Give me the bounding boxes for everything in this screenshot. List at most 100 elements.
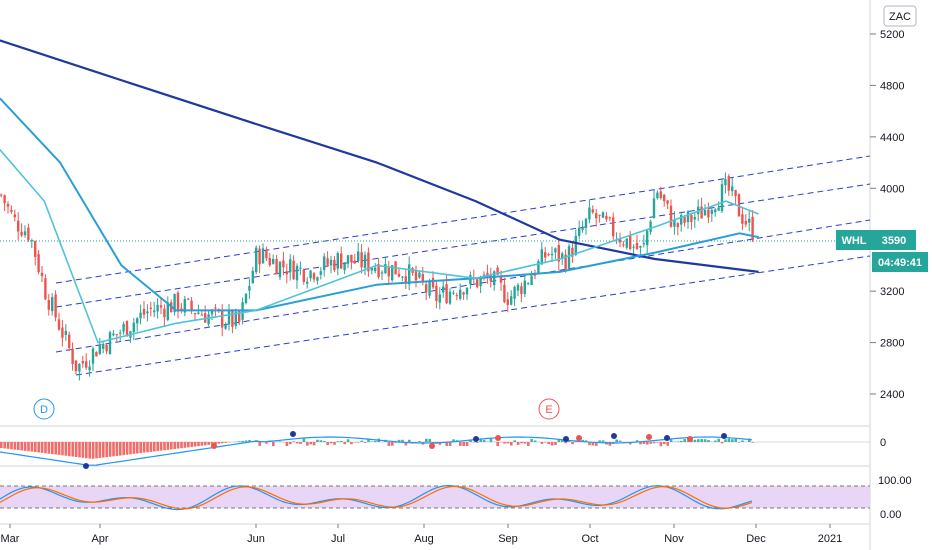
candle-body — [74, 360, 78, 372]
dividend-marker[interactable]: D — [33, 398, 55, 420]
macd-histogram-bar — [51, 442, 54, 455]
channel-line — [55, 219, 871, 353]
candle-body — [700, 206, 703, 219]
candle-body — [564, 254, 567, 270]
candle-body — [6, 203, 10, 207]
macd-histogram-bar — [326, 442, 329, 446]
macd-histogram-bar — [316, 439, 319, 442]
macd-histogram-bar — [119, 442, 122, 456]
macd-histogram-bar — [333, 442, 336, 445]
candle-body — [346, 255, 350, 264]
macd-histogram-bar — [476, 442, 479, 443]
macd-histogram-bar — [714, 440, 717, 442]
candle-body — [285, 271, 288, 275]
macd-histogram-bar — [584, 440, 588, 442]
macd-histogram-bar — [567, 440, 571, 442]
candle-body — [727, 176, 730, 191]
macd-histogram-bar — [115, 442, 119, 456]
candle-body — [289, 259, 292, 273]
candle-body — [88, 366, 91, 371]
macd-histogram-bar — [302, 438, 306, 442]
candle-body — [540, 249, 543, 265]
candle-body — [652, 198, 656, 219]
candle-body — [221, 309, 224, 328]
candle-body — [584, 218, 588, 228]
candle-body — [680, 215, 683, 225]
price-axis-tick: 2400 — [880, 389, 904, 401]
candle-body — [465, 287, 469, 295]
candle-body — [744, 220, 747, 225]
candle-body — [561, 253, 564, 259]
candle-body — [57, 319, 61, 330]
macd-histogram-bar — [527, 442, 530, 446]
macd-histogram-bar — [210, 442, 214, 445]
marker-letter: D — [40, 404, 48, 416]
candle-body — [516, 284, 520, 291]
macd-histogram-bar — [703, 439, 707, 442]
candle-body — [272, 258, 275, 264]
channel-line — [55, 155, 871, 284]
macd-histogram-bar — [547, 442, 550, 445]
candle-body — [499, 276, 503, 283]
candle-body — [30, 240, 33, 242]
price-axis-tick: 4800 — [880, 80, 904, 92]
candle-body — [136, 318, 139, 324]
macd-histogram-bar — [387, 442, 391, 446]
macd-histogram-bar — [112, 442, 115, 457]
macd-histogram-bar — [176, 442, 180, 449]
macd-histogram-bar — [139, 442, 142, 454]
earnings-marker[interactable]: E — [538, 398, 560, 420]
candle-body — [435, 285, 438, 301]
macd-histogram-bar — [95, 442, 98, 459]
marker-letter: E — [545, 404, 552, 416]
macd-histogram-bar — [557, 439, 561, 442]
candle-body — [78, 363, 81, 372]
stoch-d-line — [0, 485, 753, 510]
price-axis-tick: 4400 — [880, 132, 904, 144]
candle-body — [367, 252, 370, 272]
macd-histogram-bar — [312, 442, 316, 446]
macd-histogram-bar — [397, 439, 401, 442]
stochastic-pane[interactable] — [0, 484, 753, 511]
candle-body — [462, 292, 465, 295]
candle-body — [244, 293, 248, 304]
macd-histogram-bar — [17, 442, 20, 451]
candle-body — [255, 247, 258, 273]
candle-body — [370, 267, 373, 271]
candle-body — [595, 213, 598, 219]
macd-histogram-bar — [642, 442, 646, 444]
macd-histogram-bar — [57, 442, 61, 455]
time-axis[interactable]: Mar Apr Jun Jul Aug Sep Oct Nov Dec 2021 — [1, 524, 843, 545]
stoch-axis-tick: 100.00 — [878, 475, 912, 487]
candle-body — [299, 267, 302, 269]
candle-body — [724, 178, 727, 186]
macd-histogram-bar — [737, 442, 741, 443]
candle-body — [343, 262, 346, 271]
candle-body — [496, 267, 499, 275]
candle-body — [384, 264, 387, 274]
candle-body — [214, 307, 217, 309]
macd-histogram-bar — [241, 440, 244, 442]
sma-short-line — [0, 149, 759, 344]
candle-body — [625, 238, 628, 248]
candle-body — [17, 220, 20, 232]
candle-body — [146, 311, 149, 314]
macd-histogram-bar — [656, 442, 659, 443]
candle-body — [686, 211, 690, 223]
macd-histogram-bar — [544, 442, 547, 443]
macd-histogram-bar — [319, 440, 323, 442]
macd-histogram-bar — [159, 442, 163, 451]
candle-body — [523, 280, 526, 294]
price-pane[interactable] — [0, 39, 871, 381]
macd-histogram-bar — [309, 442, 312, 445]
macd-histogram-bar — [20, 442, 23, 451]
time-axis-label: Apr — [91, 533, 108, 545]
macd-histogram-bar — [588, 442, 591, 446]
candle-body — [268, 258, 271, 266]
price-axis-tick: 3200 — [880, 286, 904, 298]
candle-body — [248, 285, 251, 291]
macd-pane[interactable] — [0, 431, 870, 469]
macd-histogram-bar — [428, 438, 431, 442]
candle-body — [397, 273, 401, 277]
